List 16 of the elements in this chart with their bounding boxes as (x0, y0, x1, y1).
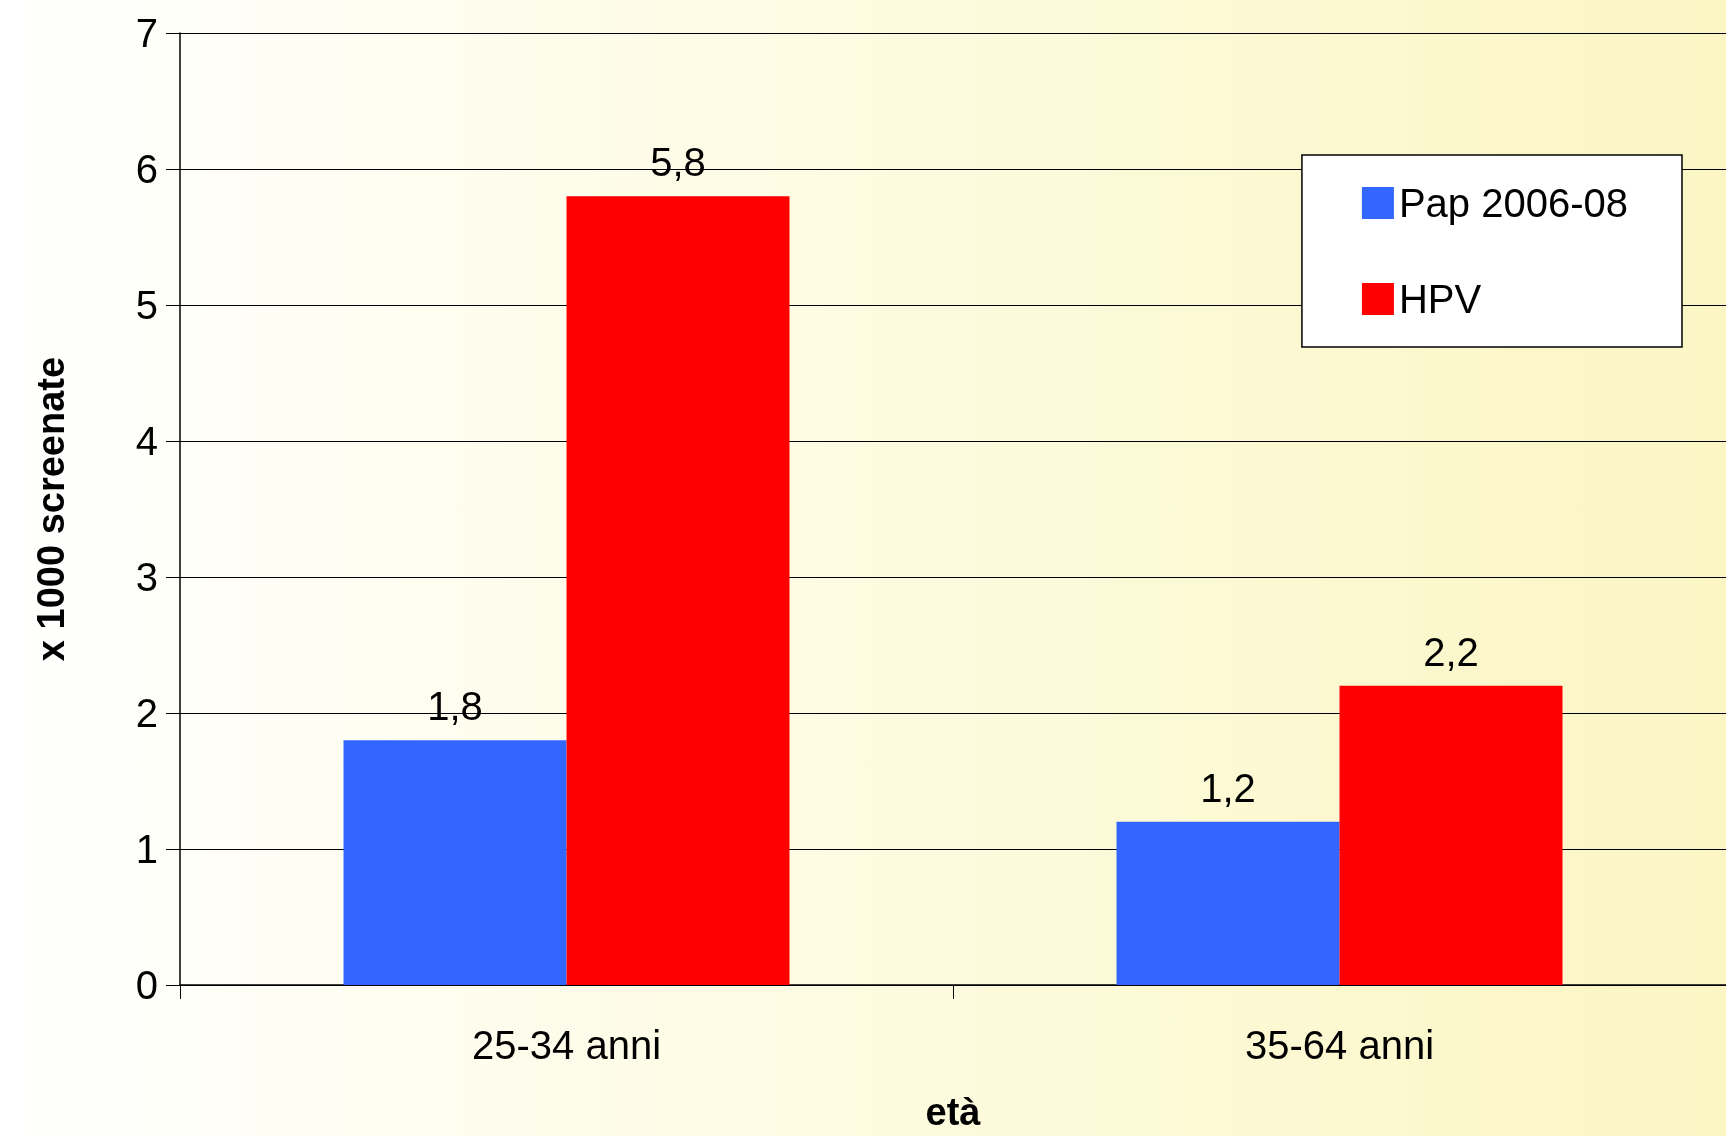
legend-label: Pap 2006-08 (1398, 181, 1629, 225)
x-tick-label: 35-64 anni (1244, 1023, 1435, 1067)
y-tick-label: 4 (135, 419, 158, 463)
data-label: 2,2 (1423, 629, 1479, 674)
y-tick-label: 3 (135, 555, 158, 599)
data-label: 1,2 (1200, 765, 1256, 810)
y-tick-label: 5 (135, 283, 158, 327)
x-tick-label: 25-34 anni (471, 1023, 662, 1067)
y-tick-label: 2 (135, 691, 158, 735)
y-axis-title: x 1000 screenate (30, 356, 72, 662)
legend-label: HPV (1398, 277, 1482, 321)
x-axis-title: età (925, 1091, 982, 1133)
y-tick-label: 6 (135, 147, 158, 191)
y-tick-label: 0 (135, 963, 158, 1007)
y-tick-label: 1 (135, 827, 158, 871)
y-tick-label: 7 (135, 11, 158, 55)
